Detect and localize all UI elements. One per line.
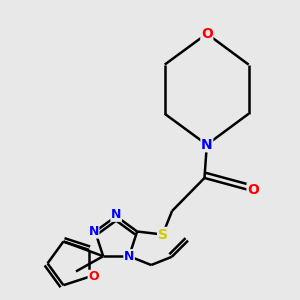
Text: N: N [88, 225, 99, 238]
Text: O: O [247, 183, 259, 197]
Text: N: N [201, 138, 213, 152]
Text: O: O [88, 270, 99, 284]
Text: N: N [111, 208, 121, 221]
Text: O: O [201, 27, 213, 41]
Text: S: S [158, 227, 168, 242]
Text: N: N [124, 250, 134, 263]
